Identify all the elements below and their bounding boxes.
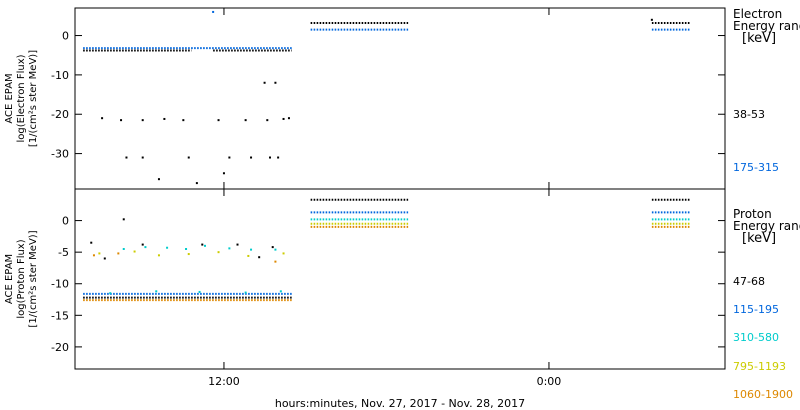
series-115-195 xyxy=(83,211,690,295)
data-point xyxy=(263,81,266,84)
data-point xyxy=(133,250,136,253)
y-tick-label: -30 xyxy=(51,148,69,161)
data-point xyxy=(141,156,144,159)
plot-frame xyxy=(74,7,726,190)
series-38-53 xyxy=(83,18,690,185)
data-point xyxy=(204,244,206,247)
y-axis-title-line: [1/(cm²s ster MeV)] xyxy=(28,230,39,327)
data-point xyxy=(187,156,190,159)
x-axis-label: hours:minutes, Nov. 27, 2017 - Nov. 28, … xyxy=(275,397,525,410)
y-tick-label: -20 xyxy=(51,341,69,354)
y-tick-label: -5 xyxy=(58,246,69,259)
data-point xyxy=(274,81,277,84)
y-tick-label: -15 xyxy=(51,309,69,322)
x-tick-label: 0:00 xyxy=(537,375,562,388)
x-tick-label: 12:00 xyxy=(208,375,240,388)
data-point xyxy=(287,117,290,120)
data-point xyxy=(258,256,261,259)
legend-entry: 1060-1900 xyxy=(733,388,793,401)
data-point xyxy=(217,119,220,122)
data-point xyxy=(163,117,166,120)
data-point xyxy=(122,218,125,221)
data-point xyxy=(269,156,271,159)
data-point xyxy=(166,246,169,249)
data-point xyxy=(122,248,125,250)
data-point xyxy=(157,178,160,181)
plot-frame xyxy=(74,188,726,370)
legend-entry: 115-195 xyxy=(733,303,779,316)
y-axis-title-line: [1/(cm²s ster MeV)] xyxy=(28,50,39,147)
legend-title-line: Proton xyxy=(733,207,772,221)
y-axis-title-line: log(Electron Flux) xyxy=(16,54,27,142)
legend-title-line: Energy ranges xyxy=(733,19,800,33)
series-47-68 xyxy=(83,198,690,299)
data-point xyxy=(182,119,185,122)
series-1060-1900 xyxy=(83,225,690,302)
data-point xyxy=(244,291,247,294)
y-axis-title-line: ACE EPAM xyxy=(4,73,15,123)
data-point xyxy=(98,252,101,255)
data-point xyxy=(217,251,220,254)
data-point xyxy=(277,156,280,159)
y-tick-label: -10 xyxy=(51,69,69,82)
data-point xyxy=(195,182,198,185)
data-point xyxy=(103,257,106,260)
legend-title-line: [keV] xyxy=(742,31,776,46)
y-tick-label: -20 xyxy=(51,108,69,121)
legend-title-line: [keV] xyxy=(742,231,776,246)
data-point xyxy=(274,248,277,251)
data-point xyxy=(212,10,215,13)
data-point xyxy=(117,252,120,255)
data-point xyxy=(157,254,160,257)
data-point xyxy=(144,246,147,249)
data-point xyxy=(266,119,269,122)
data-point xyxy=(187,253,190,256)
data-point xyxy=(282,252,285,255)
data-point xyxy=(228,247,231,250)
data-point xyxy=(271,246,274,249)
legend-title-line: Electron xyxy=(733,7,782,21)
legend-entry: 795-1193 xyxy=(733,360,786,373)
data-point xyxy=(120,119,123,122)
electron-flux-panel: 0 -10 -20 -30 ACE EPAM log(Electron Flux) [1/(… xyxy=(4,7,800,190)
y-tick-label: 0 xyxy=(62,215,69,228)
series-310-580 xyxy=(109,218,690,295)
y-tick-label: 0 xyxy=(62,30,69,43)
data-point xyxy=(250,156,253,159)
data-point xyxy=(282,117,285,120)
legend-entry: 47-68 xyxy=(733,275,765,288)
data-point xyxy=(90,241,93,244)
data-point xyxy=(236,243,239,246)
data-point xyxy=(198,290,201,293)
data-point xyxy=(228,156,231,159)
data-point xyxy=(250,248,253,251)
data-point xyxy=(247,254,250,257)
data-point xyxy=(101,117,104,120)
data-point xyxy=(244,119,247,122)
data-point xyxy=(201,243,204,246)
data-point xyxy=(222,172,225,175)
data-point xyxy=(650,18,653,21)
series-795-1193 xyxy=(98,222,690,257)
data-point xyxy=(92,254,95,257)
data-point xyxy=(125,156,128,159)
legend-entry: 38-53 xyxy=(733,108,765,121)
legend-entry: 310-580 xyxy=(733,331,779,344)
legend-entry: 175-315 xyxy=(733,161,779,174)
data-point xyxy=(155,290,158,293)
data-point xyxy=(274,260,277,263)
data-point xyxy=(141,119,144,122)
data-point xyxy=(141,243,144,246)
y-tick-label: -10 xyxy=(51,278,69,291)
proton-flux-panel: 0 -5 -10 -15 -20 ACE EPAM log(Proton Flux) [1/(… xyxy=(4,188,800,401)
data-point xyxy=(185,248,188,250)
series-175-315 xyxy=(83,10,690,50)
data-point xyxy=(109,292,112,295)
legend-title-line: Energy ranges xyxy=(733,219,800,233)
time-axis: 12:00 0:00 xyxy=(208,375,561,388)
y-axis-title-line: log(Proton Flux) xyxy=(16,239,27,318)
y-axis-title-line: ACE EPAM xyxy=(4,254,15,304)
data-point xyxy=(279,290,282,293)
